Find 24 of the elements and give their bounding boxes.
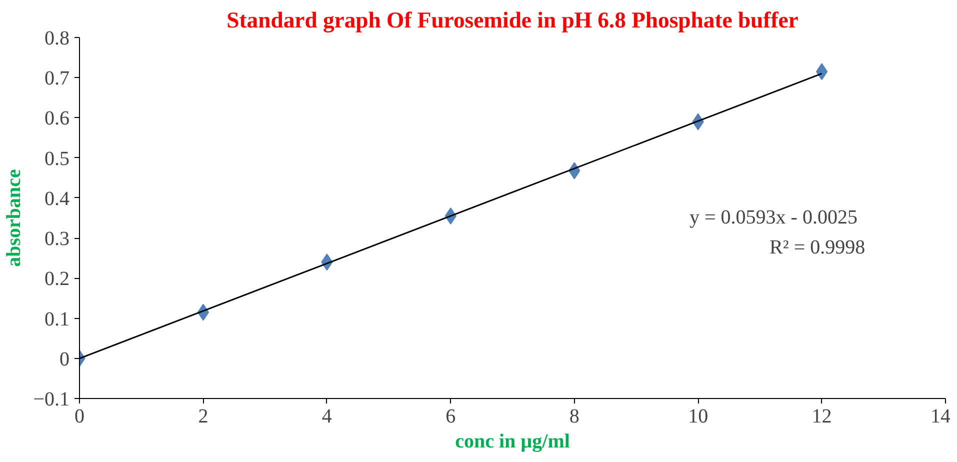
x-tick-label: 2 <box>198 406 208 428</box>
chart-title: Standard graph Of Furosemide in pH 6.8 Phosphate buffer <box>226 8 798 32</box>
x-tick-label: 10 <box>688 406 708 428</box>
y-tick-label: 0.8 <box>44 28 70 50</box>
y-tick-label: 0.5 <box>44 148 70 170</box>
annotation: y = 0.0593x - 0.0025 <box>690 206 858 228</box>
annotation: R² = 0.9998 <box>770 236 866 258</box>
y-tick-label: 0.1 <box>44 308 70 330</box>
x-tick-label: 12 <box>812 406 832 428</box>
y-tick-label: 0.3 <box>44 228 70 250</box>
point <box>816 63 828 80</box>
x-tick-label: 8 <box>569 406 580 428</box>
x-tick-label: 4 <box>322 406 332 428</box>
y-tick-label: 0.4 <box>44 188 70 210</box>
y-axis-title: absorbance <box>3 168 26 267</box>
x-tick-label: 14 <box>930 406 950 428</box>
x-axis-title: conc in µg/ml <box>455 430 570 452</box>
y-tick-label: 0 <box>60 348 70 370</box>
y-tick-label: 0.6 <box>44 108 70 130</box>
y-tick-label: 0.7 <box>44 68 70 90</box>
y-tick-label: 0.2 <box>44 268 70 290</box>
x-tick-label: 6 <box>446 406 456 428</box>
x-tick-label: 0 <box>74 406 84 428</box>
y-tick-label: −0.1 <box>33 388 70 410</box>
